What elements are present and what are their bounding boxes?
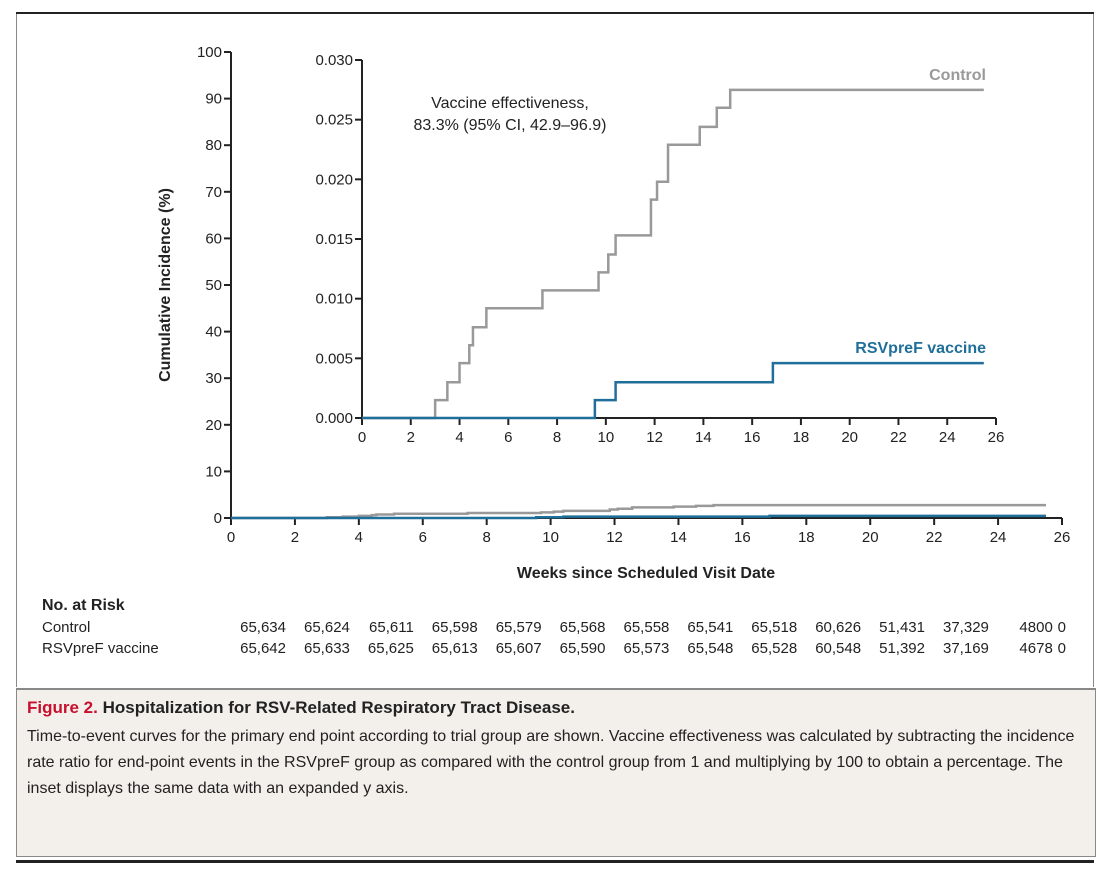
risk-value: 65,579 [495,619,542,636]
main-x-tick-label: 26 [1054,529,1071,546]
inset-x-tick-label: 0 [358,429,366,446]
inset-y-tick-label: 0.020 [315,171,353,188]
risk-value: 65,573 [623,640,670,657]
risk-value: 65,607 [495,640,542,657]
inset-y-tick-label: 0.030 [315,52,353,69]
risk-row-label: RSVpreF vaccine [42,640,159,657]
inset-x-tick-label: 10 [598,429,615,446]
risk-row: RSVpreF vaccine 65,642 65,633 65,625 65,613 6… [42,640,1082,661]
inset-series-rsvpref-vaccine [362,361,984,420]
risk-value: 65,558 [623,619,670,636]
bottom-rule [16,860,1094,863]
main-y-tick-label: 0 [214,510,222,527]
main-y-tick-label: 80 [205,137,222,154]
risk-value: 60,626 [815,619,862,636]
risk-value: 65,590 [559,640,606,657]
inset-y-tick-label: 0.010 [315,291,353,308]
main-y-tick-label: 10 [205,463,222,480]
risk-value: 65,634 [240,619,286,636]
risk-row: Control 65,634 65,624 65,611 65,598 65,579 65,… [42,619,1082,640]
main-x-tick-label: 22 [926,529,943,546]
risk-value: 65,624 [304,619,350,636]
risk-value: 65,541 [687,619,734,636]
main-x-tick-label: 0 [227,529,235,546]
main-x-tick-label: 24 [990,529,1007,546]
figure-caption: Figure 2. Hospitalization for RSV-Relate… [16,688,1096,857]
figure-title: Hospitalization for RSV-Related Respirat… [102,698,575,717]
risk-value: 65,642 [240,640,286,657]
inset-x-tick-label: 24 [939,429,956,446]
inset-x-tick-label: 26 [988,429,1005,446]
risk-value: 37,169 [943,640,989,657]
risk-value: 65,633 [304,640,350,657]
risk-value: 65,613 [431,640,478,657]
inset-x-tick-label: 2 [407,429,415,446]
main-y-tick-label: 60 [205,230,222,247]
risk-value: 0 [1057,640,1066,657]
inset-x-tick-label: 16 [744,429,761,446]
main-y-tick-label: 30 [205,370,222,387]
main-x-tick-label: 10 [542,529,559,546]
main-x-tick-label: 20 [862,529,879,546]
main-x-tick-label: 14 [670,529,687,546]
inset-x-tick-label: 14 [695,429,712,446]
annotation-line-1: Vaccine effectiveness, [431,95,589,112]
risk-value: 60,548 [815,640,862,657]
y-axis-label: Cumulative Incidence (%) [157,188,174,382]
inset-x-tick-label: 18 [793,429,810,446]
inset-y-tick-label: 0.015 [315,231,353,248]
risk-table-title: No. at Risk [42,597,125,614]
risk-value: 65,518 [751,619,798,636]
main-x-tick-label: 4 [355,529,363,546]
legend-label: Control [929,67,986,84]
main-y-tick-label: 70 [205,184,222,201]
top-rule [16,12,1094,14]
main-y-tick-label: 90 [205,91,222,108]
main-x-tick-label: 8 [483,529,491,546]
inset-x-tick-label: 6 [504,429,512,446]
main-x-tick-label: 12 [606,529,623,546]
inset-y-tick-label: 0.005 [315,350,353,367]
figure-label: Figure 2. [27,698,98,717]
inset-series-control [362,88,984,420]
main-series-control [231,503,1047,520]
inset-x-tick-label: 4 [455,429,463,446]
x-axis-label: Weeks since Scheduled Visit Date [517,565,775,582]
figure-frame [16,14,1094,687]
risk-value: 65,548 [687,640,734,657]
main-x-tick-label: 18 [798,529,815,546]
inset-x-tick-label: 22 [890,429,907,446]
risk-value: 65,611 [369,619,414,636]
main-x-tick-label: 16 [734,529,751,546]
inset-x-tick-label: 8 [553,429,561,446]
main-y-tick-label: 50 [205,277,222,294]
risk-table: No. at Risk Control 65,634 65,624 65,611 65,… [42,597,1082,661]
risk-value: 51,392 [879,640,925,657]
main-x-tick-label: 2 [291,529,299,546]
risk-value: 4800 [1019,619,1053,636]
risk-value: 65,598 [431,619,478,636]
inset-x-tick-label: 20 [841,429,858,446]
inset-y-tick-label: 0.000 [315,410,353,427]
main-y-tick-label: 20 [205,417,222,434]
annotation-line-2: 83.3% (95% CI, 42.9–96.9) [413,117,606,134]
main-x-tick-label: 6 [419,529,427,546]
risk-value: 4678 [1019,640,1053,657]
caption-body: Time-to-event curves for the primary end… [27,728,1075,797]
main-y-tick-label: 100 [197,44,222,61]
risk-value: 65,625 [367,640,414,657]
main-series-rsvpref-vaccine [231,514,1047,520]
risk-value: 65,568 [559,619,606,636]
risk-value: 0 [1057,619,1066,636]
risk-row-label: Control [42,619,91,636]
inset-y-tick-label: 0.025 [315,112,353,129]
main-y-tick-label: 40 [205,324,222,341]
risk-value: 37,329 [943,619,989,636]
risk-value: 51,431 [879,619,925,636]
inset-x-tick-label: 12 [646,429,663,446]
risk-value: 65,528 [751,640,798,657]
legend-label: RSVpreF vaccine [855,340,986,357]
